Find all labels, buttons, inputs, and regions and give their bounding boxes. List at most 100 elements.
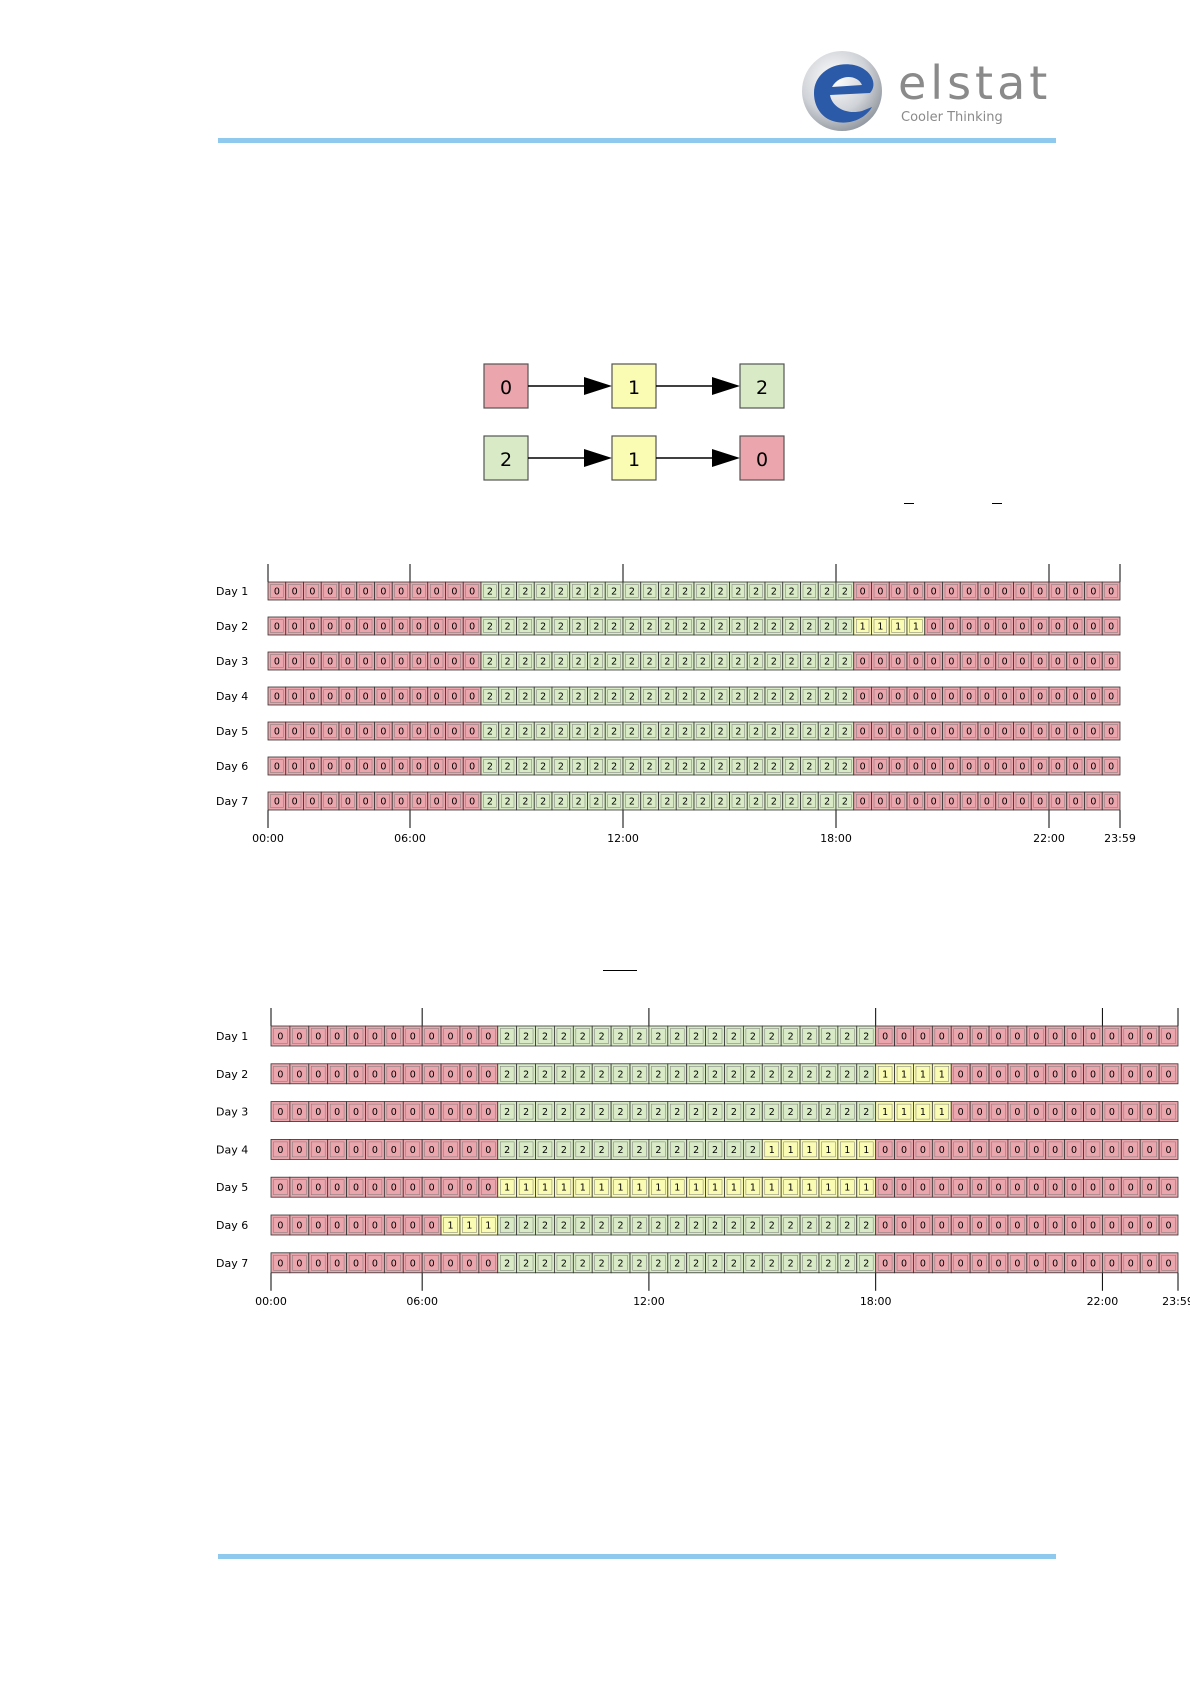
cell-value: 0 (948, 657, 954, 668)
cell-inner-box (607, 619, 621, 633)
cell-inner-box (536, 724, 550, 738)
cell-value: 0 (327, 622, 333, 633)
cell-value: 0 (485, 1145, 491, 1156)
cell-value: 2 (599, 1145, 605, 1156)
cell-value: 0 (416, 657, 422, 668)
cell-inner-box (767, 619, 781, 633)
cell-value: 0 (274, 727, 280, 738)
cell-inner-box (536, 584, 550, 598)
cell-inner-box (625, 724, 639, 738)
cell-value: 2 (771, 727, 777, 738)
cell-value: 0 (920, 1183, 926, 1194)
cell-inner-box (820, 584, 834, 598)
cell-value: 2 (769, 1069, 775, 1080)
cell-value: 0 (398, 622, 404, 633)
cell-inner-box (927, 654, 941, 668)
cell-inner-box (589, 654, 603, 668)
cell-value: 0 (948, 692, 954, 703)
cell-value: 2 (580, 1221, 586, 1232)
cell-value: 2 (558, 657, 564, 668)
cell-value: 2 (789, 587, 795, 598)
cell-value: 2 (558, 587, 564, 598)
cell-value: 2 (505, 622, 511, 633)
cell-value: 1 (731, 1183, 737, 1194)
cell-inner-box (714, 654, 728, 668)
cell-value: 0 (977, 1032, 983, 1043)
cell-value: 0 (447, 1145, 453, 1156)
cell-value: 1 (712, 1183, 718, 1194)
cell-value: 2 (504, 1258, 510, 1269)
cell-inner-box (1069, 584, 1083, 598)
cell-value: 2 (561, 1032, 567, 1043)
cell-value: 0 (948, 727, 954, 738)
cell-value: 0 (958, 1183, 964, 1194)
cell-value: 2 (825, 1069, 831, 1080)
cell-value: 0 (466, 1107, 472, 1118)
cell-value: 0 (469, 657, 475, 668)
cell-inner-box (1051, 689, 1065, 703)
cell-inner-box (802, 689, 816, 703)
cell-value: 2 (636, 1032, 642, 1043)
cell-inner-box (802, 619, 816, 633)
cell-value: 2 (647, 692, 653, 703)
cell-value: 0 (995, 1069, 1001, 1080)
transition-row-2: 2 1 0 (483, 435, 785, 481)
cell-value: 0 (882, 1032, 888, 1043)
cell-value: 0 (1090, 1258, 1096, 1269)
cell-value: 0 (1128, 1221, 1134, 1232)
cell-value: 0 (1147, 1221, 1153, 1232)
cell-inner-box (394, 654, 408, 668)
cell-value: 2 (718, 692, 724, 703)
cell-value: 2 (693, 1107, 699, 1118)
cell-inner-box (678, 689, 692, 703)
cell-value: 2 (844, 1258, 850, 1269)
cell-value: 2 (842, 622, 848, 633)
cell-value: 2 (825, 1221, 831, 1232)
cell-value: 0 (334, 1069, 340, 1080)
cell-value: 0 (1037, 622, 1043, 633)
cell-value: 2 (735, 622, 741, 633)
cell-inner-box (465, 654, 479, 668)
state-box (611, 435, 657, 481)
cell-value: 1 (913, 622, 919, 633)
cell-value: 0 (315, 1221, 321, 1232)
cell-value: 0 (931, 657, 937, 668)
cell-value: 2 (753, 657, 759, 668)
cell-value: 2 (771, 587, 777, 598)
cell-value: 1 (788, 1145, 794, 1156)
cell-inner-box (359, 584, 373, 598)
cell-value: 0 (984, 727, 990, 738)
cell-value: 2 (611, 657, 617, 668)
cell-value: 0 (920, 1145, 926, 1156)
day-label: Day 4 (216, 690, 248, 703)
cell-inner-box (1104, 689, 1118, 703)
cell-value: 0 (1108, 587, 1114, 598)
cell-value: 0 (1014, 1221, 1020, 1232)
cell-value: 0 (485, 1258, 491, 1269)
cell-value: 0 (984, 622, 990, 633)
cell-value: 0 (1052, 1069, 1058, 1080)
cell-value: 2 (842, 657, 848, 668)
cell-inner-box (589, 689, 603, 703)
cell-value: 0 (1147, 1183, 1153, 1194)
cell-value: 0 (1128, 1258, 1134, 1269)
cell-inner-box (1033, 619, 1047, 633)
cell-value: 0 (372, 1258, 378, 1269)
cell-inner-box (1069, 689, 1083, 703)
cell-value: 2 (750, 1258, 756, 1269)
cell-inner-box (891, 689, 905, 703)
cell-value: 0 (958, 1258, 964, 1269)
cell-value: 0 (1128, 1032, 1134, 1043)
cell-inner-box (998, 619, 1012, 633)
cell-inner-box (1086, 619, 1100, 633)
cell-value: 2 (504, 1069, 510, 1080)
cell-value: 0 (995, 1258, 1001, 1269)
cell-inner-box (323, 724, 337, 738)
cell-value: 2 (505, 727, 511, 738)
cell-value: 0 (920, 1258, 926, 1269)
cell-value: 2 (807, 1221, 813, 1232)
cell-inner-box (305, 724, 319, 738)
cell-value: 2 (664, 622, 670, 633)
cell-inner-box (412, 619, 426, 633)
state-box (611, 363, 657, 409)
